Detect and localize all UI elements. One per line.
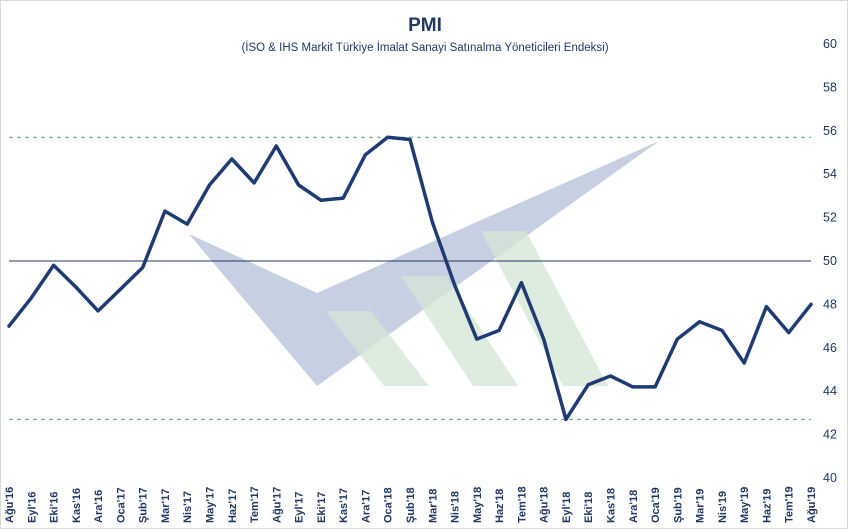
x-tick-label: Oca'17 [115, 487, 127, 523]
data-point [764, 305, 768, 309]
data-point [363, 153, 367, 157]
reference-lines [9, 136, 811, 420]
data-point [542, 337, 546, 341]
watermark-stripe-2 [401, 276, 518, 386]
data-point [631, 385, 635, 389]
data-point [163, 209, 167, 213]
data-point [609, 374, 612, 378]
data-point [52, 263, 56, 267]
x-tick-label: Nis'17 [182, 491, 194, 523]
x-tick-label: Eyl'17 [294, 492, 306, 523]
x-tick-label: Ağu'17 [271, 487, 283, 523]
x-tick-label: Şub'18 [405, 487, 417, 523]
x-tick-label: May'18 [472, 487, 484, 523]
data-point [386, 135, 390, 139]
x-tick-label: Ağu'16 [4, 487, 16, 523]
watermark-check-shape [189, 141, 659, 386]
watermark-logo [189, 141, 659, 386]
x-tick-label: Tem'19 [784, 486, 796, 523]
x-tick-label: Tem'17 [249, 486, 261, 523]
data-point [96, 309, 100, 313]
x-tick-label: Mar'18 [427, 489, 439, 523]
data-point [453, 283, 457, 287]
data-point [408, 137, 412, 141]
x-tick-label: Nis'18 [450, 491, 462, 523]
x-tick-label: Oca'18 [383, 487, 395, 523]
data-point [319, 198, 323, 202]
y-axis-ticks: 40 42 44 46 48 50 52 54 56 58 60 [823, 37, 837, 485]
x-tick-label: Haz'17 [227, 489, 239, 523]
x-tick-label: Şub'19 [672, 487, 684, 523]
watermark-stripe-3 [481, 231, 608, 386]
y-tick-label: 52 [823, 211, 837, 225]
y-tick-label: 44 [823, 384, 837, 398]
data-point [809, 302, 813, 306]
x-tick-label: May'17 [205, 487, 217, 523]
data-point [698, 320, 702, 324]
y-tick-label: 48 [823, 297, 837, 311]
x-tick-label: Nis'19 [717, 491, 729, 523]
data-point [653, 385, 657, 389]
x-tick-label: Tem'18 [516, 486, 528, 523]
x-tick-label: Eki'18 [583, 492, 595, 523]
x-tick-label: Ara'16 [93, 490, 105, 523]
x-tick-label: Eyl'16 [26, 492, 38, 523]
x-tick-label: Mar'19 [695, 489, 707, 523]
y-tick-label: 40 [823, 471, 837, 485]
data-point [118, 287, 122, 291]
data-point [185, 222, 189, 226]
x-tick-label: Eyl'18 [561, 492, 573, 523]
chart-subtitle: (İSO & IHS Markit Türkiye İmalat Sanayi … [241, 41, 608, 54]
y-tick-label: 42 [823, 428, 837, 442]
x-tick-label: Ara'18 [628, 490, 640, 523]
data-point [675, 337, 679, 341]
x-tick-label: Ağu'18 [539, 487, 551, 523]
x-tick-label: Ağu'19 [806, 487, 818, 523]
series-group [7, 135, 813, 422]
x-tick-label: Şub'17 [138, 487, 150, 523]
x-tick-label: May'19 [739, 487, 751, 523]
data-point [341, 196, 345, 200]
data-point [720, 328, 724, 332]
data-point [475, 337, 479, 341]
x-tick-label: Kas'16 [71, 488, 83, 523]
chart-title: PMI [408, 15, 442, 36]
x-tick-label: Kas'18 [606, 488, 618, 523]
y-tick-label: 50 [823, 254, 837, 268]
y-tick-label: 54 [823, 167, 837, 181]
y-tick-label: 58 [823, 80, 837, 94]
data-point [297, 183, 301, 187]
data-point [7, 324, 11, 328]
data-point [742, 361, 746, 365]
data-point [252, 181, 256, 185]
x-tick-label: Oca'19 [650, 487, 662, 523]
x-tick-label: Ara'17 [360, 490, 372, 523]
x-axis-ticks: Ağu'16 Eyl'16 Eki'16 Kas'16 Ara'16 Oca'17 Şub'… [4, 486, 818, 523]
x-tick-label: Haz'19 [761, 489, 773, 523]
x-tick-label: Mar'17 [160, 489, 172, 523]
x-tick-label: Eki'17 [316, 492, 328, 523]
data-point [74, 285, 78, 289]
data-point [430, 220, 434, 224]
data-point [141, 266, 145, 270]
data-point [208, 183, 211, 187]
data-point [230, 157, 234, 161]
y-tick-label: 46 [823, 341, 837, 355]
data-point [29, 296, 33, 300]
x-tick-label: Haz'18 [494, 489, 506, 523]
data-point [519, 281, 523, 285]
y-tick-label: 60 [823, 37, 837, 51]
data-point [787, 331, 791, 335]
y-tick-label: 56 [823, 124, 837, 138]
watermark-stripe-1 [326, 311, 429, 386]
data-point [497, 328, 501, 332]
data-point [274, 144, 278, 148]
data-point [564, 417, 568, 421]
data-point [586, 383, 590, 387]
x-tick-label: Kas'17 [338, 488, 350, 523]
x-tick-label: Eki'16 [49, 492, 61, 523]
